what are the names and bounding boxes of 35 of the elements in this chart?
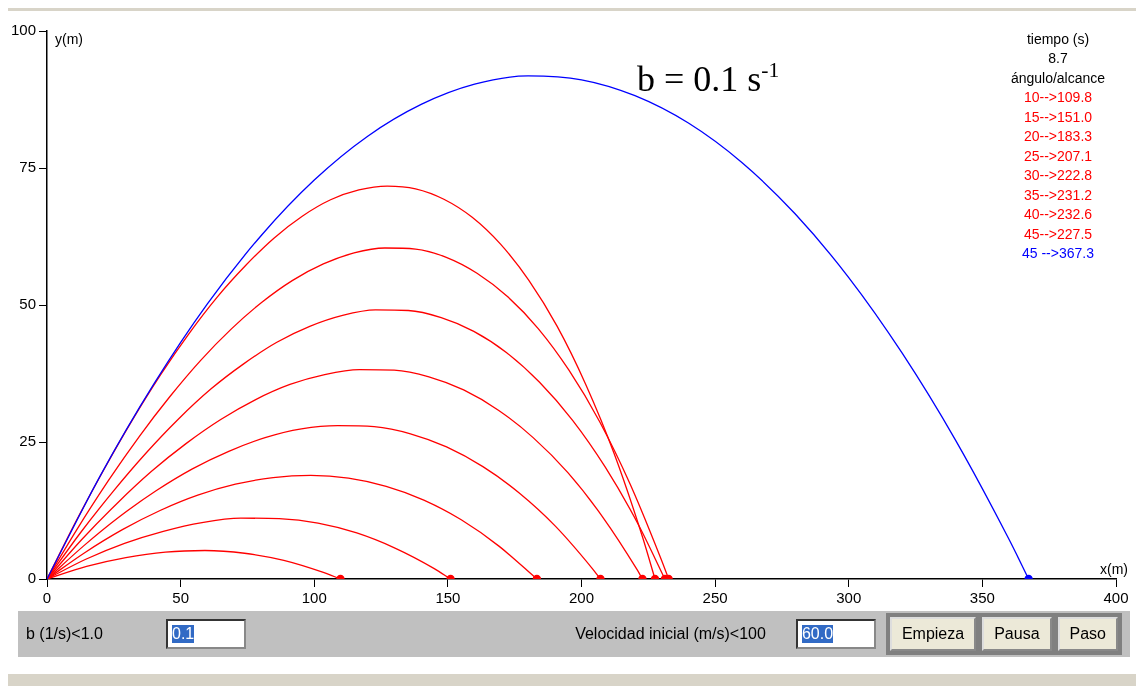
x-tick-label: 300 [836,589,862,607]
annotation: tiempo (s) [1026,30,1090,47]
button: Paso [1057,617,1118,651]
button: Empieza [889,617,977,651]
y-axis-title: y(m) [55,30,84,47]
x-tick-label: 100 [301,589,327,607]
annotation: 40-->232.6 [1023,206,1093,223]
y-tick-label: 0 [27,569,37,587]
x-tick-label: 350 [969,589,995,607]
annotation: 10-->109.8 [1023,89,1093,106]
annotation: 30-->222.8 [1023,167,1093,184]
annotation: ángulo/alcance [1010,69,1106,86]
text: b (1/s)<1.0 [26,625,104,643]
annotation: 8.7 [1048,50,1068,67]
x-tick-label: 50 [172,589,189,607]
annotation: 25-->207.1 [1023,147,1093,164]
x-axis-title: x(m) [1100,560,1128,577]
text-field: 0.1 [166,619,246,649]
annotation: 15-->151.0 [1023,108,1093,125]
x-tick-label: 250 [702,589,728,607]
text-field: 60.0 [795,619,876,649]
y-tick-label: 50 [19,295,37,313]
y-tick-label: 75 [19,158,37,176]
y-tick-label: 25 [19,432,37,450]
text: Velocidad inicial (m/s)<100 [574,625,767,643]
annotation: 45 -->367.3 [1022,245,1095,262]
x-tick-label: 200 [569,589,595,607]
annotation: 20-->183.3 [1023,128,1093,145]
x-tick-label: 0 [42,589,52,607]
x-tick-label: 150 [435,589,461,607]
annotation: 45-->227.5 [1023,225,1093,242]
annotation: 35-->231.2 [1023,186,1093,203]
y-tick-label: 100 [11,21,37,39]
x-tick-label: 400 [1103,589,1129,607]
button: Pausa [982,617,1052,651]
